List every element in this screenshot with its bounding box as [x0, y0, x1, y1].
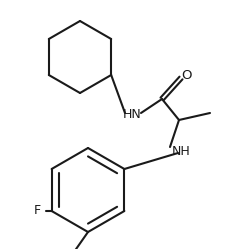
Text: O: O: [181, 68, 191, 81]
Text: HN: HN: [122, 108, 141, 121]
Text: NH: NH: [171, 144, 190, 158]
Text: F: F: [34, 204, 41, 217]
